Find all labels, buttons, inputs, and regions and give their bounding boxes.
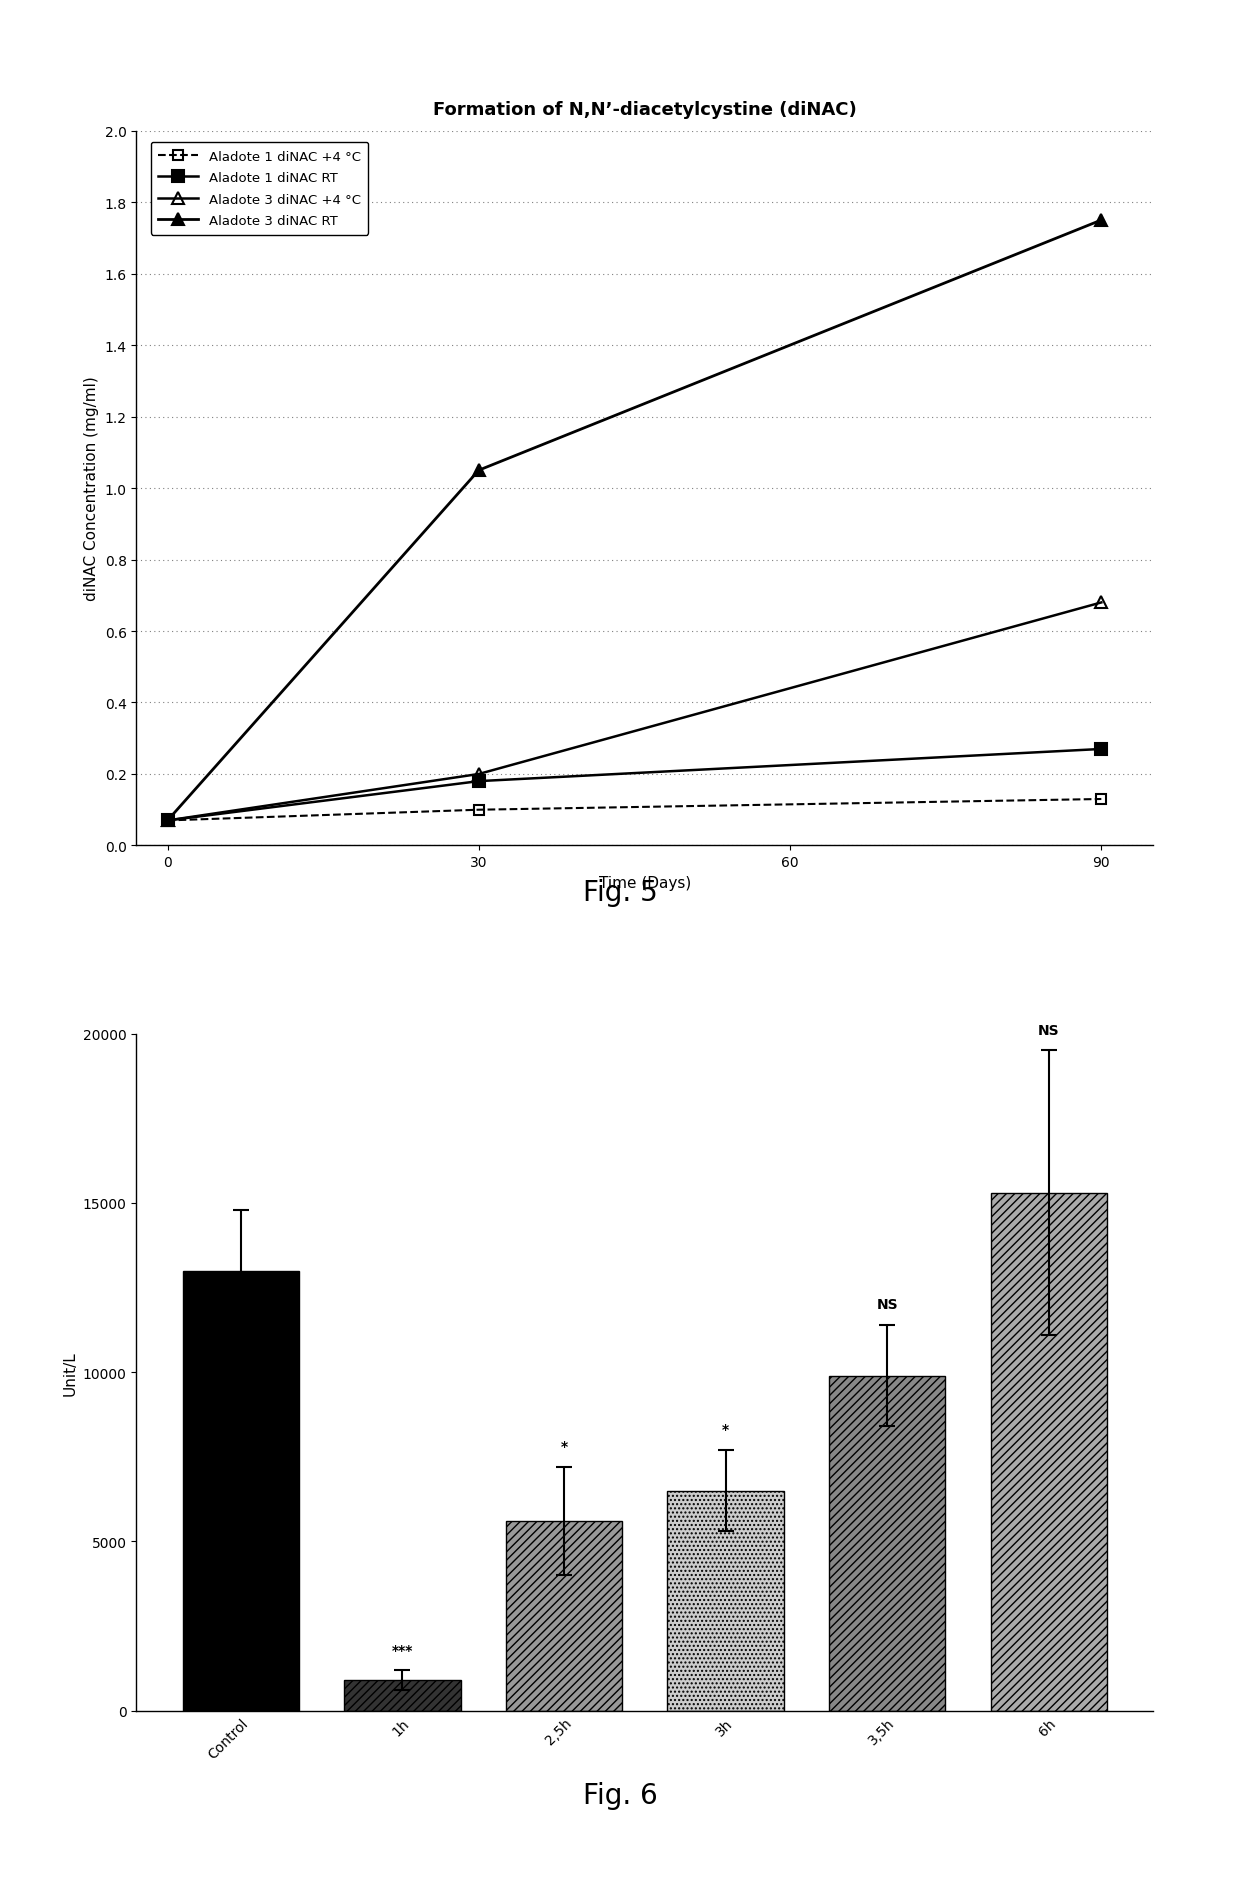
Bar	[182, 1271, 299, 1711]
Line: Aladote 3 diNAC RT: Aladote 3 diNAC RT	[161, 214, 1107, 827]
Text: Fig. 5: Fig. 5	[583, 880, 657, 906]
Aladote 3 diNAC +4 °C	[471, 763, 486, 786]
Bar	[667, 1491, 784, 1711]
Aladote 3 diNAC RT	[160, 810, 175, 833]
Aladote 3 diNAC +4 °C	[160, 810, 175, 833]
Title: Formation of N,N’-diacetylcystine (diNAC): Formation of N,N’-diacetylcystine (diNAC…	[433, 102, 857, 118]
Text: *: *	[560, 1440, 568, 1453]
Aladote 3 diNAC +4 °C	[1094, 592, 1109, 615]
Text: ***: ***	[392, 1643, 413, 1656]
Aladote 1 diNAC +4 °C	[471, 799, 486, 822]
Aladote 1 diNAC RT	[1094, 739, 1109, 761]
Aladote 1 diNAC +4 °C	[1094, 788, 1109, 810]
Text: Fig. 6: Fig. 6	[583, 1782, 657, 1809]
Text: *: *	[722, 1423, 729, 1436]
Aladote 1 diNAC RT	[160, 810, 175, 833]
Bar	[506, 1521, 622, 1711]
Bar	[830, 1376, 945, 1711]
Text: NS: NS	[1038, 1023, 1060, 1038]
Line: Aladote 3 diNAC +4 °C: Aladote 3 diNAC +4 °C	[161, 596, 1107, 827]
Line: Aladote 1 diNAC +4 °C: Aladote 1 diNAC +4 °C	[162, 795, 1106, 825]
Aladote 3 diNAC RT	[1094, 209, 1109, 231]
Y-axis label: Unit/L: Unit/L	[62, 1350, 77, 1395]
Text: NS: NS	[877, 1297, 898, 1312]
X-axis label: Time (Days): Time (Days)	[599, 876, 691, 891]
Aladote 1 diNAC RT	[471, 771, 486, 793]
Bar	[345, 1681, 460, 1711]
Legend: Aladote 1 diNAC +4 °C, Aladote 1 diNAC RT, Aladote 3 diNAC +4 °C, Aladote 3 diNA: Aladote 1 diNAC +4 °C, Aladote 1 diNAC R…	[150, 143, 368, 235]
Bar	[991, 1194, 1107, 1711]
Y-axis label: diNAC Concentration (mg/ml): diNAC Concentration (mg/ml)	[84, 376, 99, 602]
Aladote 1 diNAC +4 °C	[160, 810, 175, 833]
Aladote 3 diNAC RT	[471, 461, 486, 483]
Line: Aladote 1 diNAC RT: Aladote 1 diNAC RT	[162, 744, 1107, 827]
